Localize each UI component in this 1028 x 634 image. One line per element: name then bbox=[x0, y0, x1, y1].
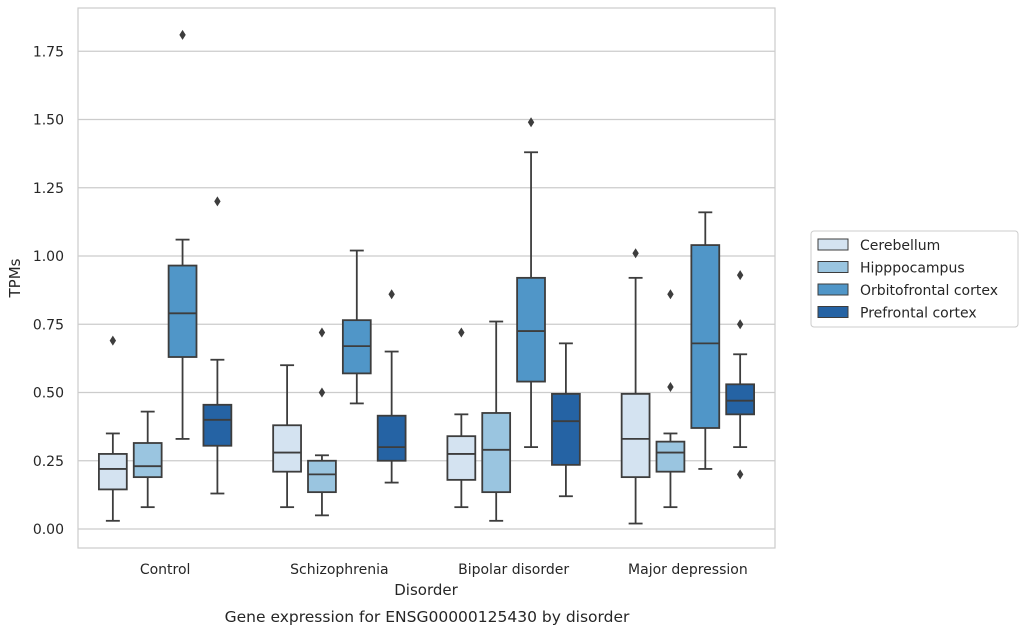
box-hipppocampus bbox=[481, 320, 512, 522]
outlier-point bbox=[109, 335, 117, 346]
box-orbitofrontal-cortex bbox=[167, 29, 198, 440]
box-cerebellum bbox=[446, 327, 477, 509]
outlier-point bbox=[318, 387, 326, 398]
box-cerebellum bbox=[620, 248, 651, 525]
legend-swatch bbox=[817, 261, 849, 273]
legend-label: Prefrontal cortex bbox=[860, 306, 977, 322]
x-tick-label: Control bbox=[140, 562, 191, 578]
outlier-point bbox=[667, 382, 674, 393]
box-body bbox=[446, 435, 477, 481]
box-body bbox=[620, 392, 651, 479]
legend-label: Cerebellum bbox=[860, 238, 940, 254]
y-tick-label: 1.50 bbox=[33, 113, 64, 129]
outlier-point bbox=[736, 319, 744, 330]
box-orbitofrontal-cortex bbox=[690, 211, 721, 470]
box-prefrontal-cortex bbox=[551, 342, 581, 498]
box-body bbox=[551, 392, 581, 466]
outlier-point bbox=[736, 270, 744, 281]
outlier-point bbox=[736, 469, 744, 480]
box-body bbox=[307, 459, 337, 494]
box-body bbox=[376, 414, 407, 462]
y-tick-label: 1.00 bbox=[33, 249, 64, 265]
box-body bbox=[202, 403, 233, 447]
outlier-point bbox=[318, 327, 326, 338]
box-body bbox=[725, 383, 755, 416]
box-prefrontal-cortex bbox=[725, 270, 755, 480]
x-tick-label: Major depression bbox=[628, 562, 748, 578]
box-prefrontal-cortex bbox=[202, 196, 233, 495]
box-cerebellum bbox=[272, 364, 302, 509]
outlier-point bbox=[667, 289, 674, 300]
box-groups bbox=[98, 29, 755, 525]
legend-swatch bbox=[817, 306, 849, 318]
x-tick-labels: Control Schizophrenia Bipolar disorder Majo… bbox=[140, 562, 748, 578]
y-tick-label: 0.75 bbox=[33, 317, 64, 333]
x-tick-label: Bipolar disorder bbox=[458, 562, 569, 578]
box-hipppocampus bbox=[655, 289, 686, 509]
box-hipppocampus bbox=[132, 410, 163, 509]
y-tick-label: 1.25 bbox=[33, 181, 64, 197]
y-tick-label: 0.25 bbox=[33, 454, 64, 470]
y-axis-title: TPMs bbox=[6, 258, 24, 298]
legend-swatch bbox=[817, 283, 849, 296]
box-body bbox=[690, 244, 721, 429]
box-body bbox=[481, 412, 512, 494]
box-body bbox=[272, 424, 302, 473]
legend-swatch bbox=[817, 238, 849, 251]
box-cerebellum bbox=[98, 335, 128, 522]
outlier-point bbox=[632, 248, 639, 259]
legend: Cerebellum Hipppocampus Orbitofrontal cort… bbox=[810, 230, 1019, 328]
box-orbitofrontal-cortex bbox=[341, 249, 372, 405]
outlier-point bbox=[458, 327, 465, 338]
x-tick-label: Schizophrenia bbox=[290, 562, 388, 578]
outlier-point bbox=[179, 29, 186, 40]
outlier-point bbox=[527, 117, 535, 128]
chart-caption: Gene expression for ENSG00000125430 by d… bbox=[225, 608, 630, 626]
legend-frame bbox=[810, 230, 1019, 328]
x-axis-title: Disorder bbox=[394, 581, 458, 599]
outlier-point bbox=[214, 196, 221, 207]
y-tick-label: 0.00 bbox=[33, 522, 64, 538]
box-body bbox=[98, 453, 128, 491]
box-body bbox=[167, 264, 198, 358]
box-body bbox=[655, 440, 686, 473]
box-body bbox=[516, 276, 546, 383]
legend-label: Hipppocampus bbox=[860, 261, 965, 277]
box-prefrontal-cortex bbox=[376, 289, 407, 484]
plot-frame bbox=[77, 7, 776, 549]
y-tick-labels: 0.00 0.25 0.50 0.75 1.00 1.25 1.50 1.75 bbox=[33, 44, 64, 538]
y-tick-label: 1.75 bbox=[33, 44, 64, 60]
box-hipppocampus bbox=[307, 327, 337, 517]
outlier-point bbox=[388, 289, 395, 300]
box-orbitofrontal-cortex bbox=[516, 117, 546, 449]
legend-label: Orbitofrontal cortex bbox=[860, 283, 998, 299]
y-tick-label: 0.50 bbox=[33, 386, 64, 402]
box-body bbox=[132, 442, 163, 479]
